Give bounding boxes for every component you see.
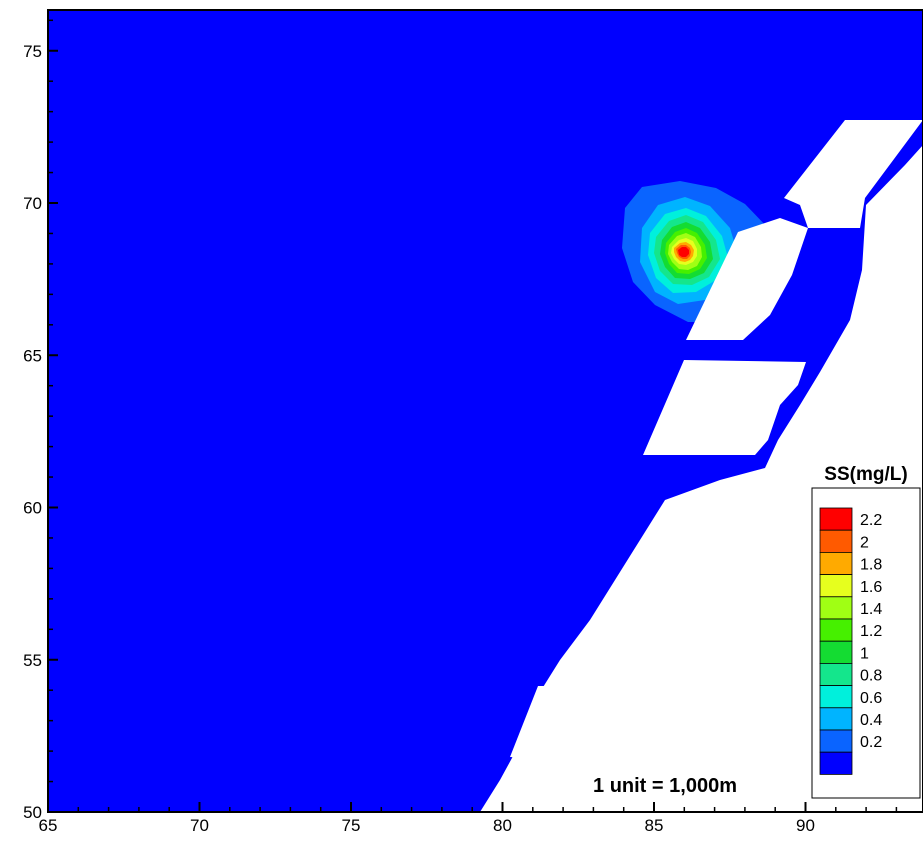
legend-swatch [820,752,852,774]
y-tick-label: 55 [23,651,42,670]
legend-swatch [820,552,852,574]
y-tick-label: 75 [23,42,42,61]
legend-swatch [820,663,852,685]
legend-level-label: 0.6 [860,690,882,707]
x-tick-label: 90 [796,816,815,835]
legend-level-label: 0.4 [860,712,882,729]
legend-swatch [820,597,852,619]
legend-level-label: 0.8 [860,668,882,685]
legend-swatch [820,686,852,708]
legend-level-label: 1.8 [860,557,882,574]
legend-swatch [820,708,852,730]
x-tick-label: 70 [190,816,209,835]
legend-title: SS(mg/L) [824,464,907,485]
legend-level-label: 0.2 [860,734,882,751]
legend-level-label: 1.6 [860,579,882,596]
legend-level-label: 1.4 [860,601,882,618]
x-tick-label: 75 [342,816,361,835]
scale-note: 1 unit = 1,000m [593,775,737,797]
legend-level-label: 2.2 [860,512,882,529]
legend-swatch [820,508,852,530]
legend-level-label: 2 [860,534,869,551]
y-tick-label: 65 [23,346,42,365]
y-tick-label: 70 [23,194,42,213]
legend-level-label: 1.2 [860,623,882,640]
y-tick-label: 60 [23,499,42,518]
legend-swatch [820,641,852,663]
legend-swatch [820,619,852,641]
y-tick-label: 50 [23,803,42,822]
x-tick-label: 80 [493,816,512,835]
x-tick-label: 85 [645,816,664,835]
legend-swatch [820,730,852,752]
legend-level-label: 1 [860,645,869,662]
legend-swatch [820,530,852,552]
legend-swatch [820,575,852,597]
